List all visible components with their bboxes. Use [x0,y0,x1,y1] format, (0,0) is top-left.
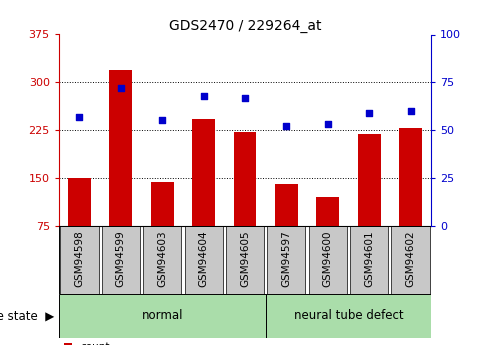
Bar [59,294,266,338]
Bar [68,178,91,273]
Bar [109,70,132,273]
Legend: count, percentile rank within the sample: count, percentile rank within the sample [64,342,257,345]
Bar [275,184,298,273]
Bar [143,226,181,294]
Text: GSM94602: GSM94602 [406,230,416,287]
Bar [266,294,431,338]
Text: GSM94601: GSM94601 [364,230,374,287]
Bar [192,119,215,273]
Bar [226,226,264,294]
Bar [268,226,305,294]
Text: GSM94597: GSM94597 [281,230,292,287]
Point [324,121,332,127]
Text: GSM94603: GSM94603 [157,230,167,287]
Title: GDS2470 / 229264_at: GDS2470 / 229264_at [169,19,321,33]
Point [241,95,249,100]
Point [75,114,83,119]
Text: GSM94600: GSM94600 [323,230,333,287]
Bar [309,226,347,294]
Bar [392,226,430,294]
Bar [102,226,140,294]
Text: normal: normal [142,309,183,323]
Text: GSM94604: GSM94604 [198,230,209,287]
Point [200,93,208,98]
Text: GSM94605: GSM94605 [240,230,250,287]
Bar [317,197,339,273]
Text: neural tube defect: neural tube defect [294,309,403,323]
Point [365,110,373,116]
Bar [350,226,388,294]
Point [117,85,125,91]
Bar [151,182,173,273]
Point [282,124,290,129]
Bar [234,132,256,273]
Point [407,108,415,114]
Bar [185,226,222,294]
Point [158,118,166,123]
Bar [60,226,98,294]
Text: disease state  ▶: disease state ▶ [0,309,55,323]
Text: GSM94599: GSM94599 [116,230,126,287]
Bar [358,135,381,273]
Text: GSM94598: GSM94598 [74,230,84,287]
Bar [399,128,422,273]
